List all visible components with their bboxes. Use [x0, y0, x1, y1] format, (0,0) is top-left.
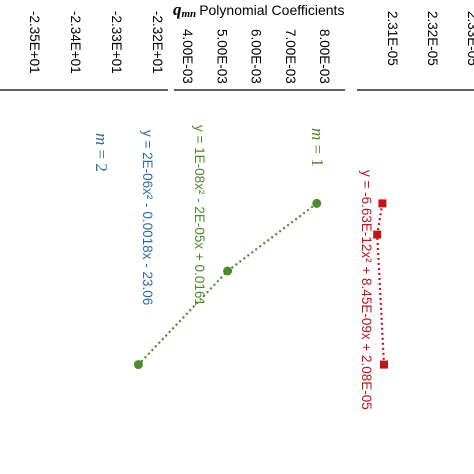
series-group [133, 198, 388, 370]
left-axis-tick-label: -2.35E+01 [27, 11, 42, 74]
title-text: Polynomial Coefficients [199, 2, 344, 18]
chart-title: qmn Polynomial Coefficients [173, 0, 344, 20]
m2-label-letter: m [92, 133, 111, 145]
right-axis-tick-label: 2.33E-05 [465, 11, 474, 66]
right-axis-tick-label: 2.32E-05 [425, 11, 440, 66]
middle-axis-tick-label: 4.00E-03 [180, 29, 195, 84]
m2-label-rest: = 2 [92, 145, 111, 172]
title-symbol: q [173, 0, 182, 19]
m1-label-letter: m [308, 128, 327, 140]
series-2-point [380, 360, 388, 369]
middle-axis-tick-label: 6.00E-03 [249, 29, 264, 84]
series-1-point [312, 198, 322, 208]
series-1-point [133, 360, 143, 370]
series-1-line [137, 202, 318, 366]
m2-label: m = 2 [92, 133, 111, 172]
series-2-point [373, 230, 382, 239]
middle-axis-tick-label: 5.00E-03 [214, 29, 229, 84]
red-equation-label: y = -6.63E-12x² + 8.45E-09x + 2.08E-05 [359, 170, 374, 410]
left-axis-tick-label: -2.33E+01 [109, 11, 124, 74]
series-1-point [223, 266, 233, 276]
middle-axis-tick-label: 7.00E-03 [283, 29, 298, 84]
series-2-point [378, 199, 387, 208]
m1-equation-label: y = 1E-08x² - 2E-05x + 0.0161 [192, 125, 207, 306]
series-2-line [376, 203, 386, 365]
title-subscript: mn [182, 8, 197, 20]
middle-axis-tick-label: 8.00E-03 [317, 29, 332, 84]
left-axis-tick-label: -2.34E+01 [68, 11, 83, 74]
m2-equation-label: y = 2E-06x² - 0.0018x - 23.06 [140, 130, 155, 305]
m1-label: m = 1 [308, 128, 327, 167]
left-axis-tick-label: -2.32E+01 [150, 11, 165, 74]
right-axis-tick-label: 2.31E-05 [385, 11, 400, 66]
tick-labels: -2.35E+01 -2.34E+01 -2.33E+01 -2.32E+01 4.00… [27, 11, 474, 84]
m1-label-rest: = 1 [308, 140, 327, 167]
